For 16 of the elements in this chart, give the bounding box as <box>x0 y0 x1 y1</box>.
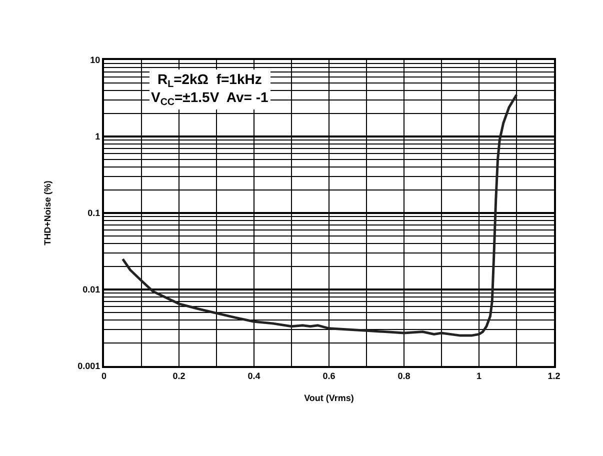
y-tick-label: 0.1 <box>88 208 100 218</box>
x-tick-label: 1.2 <box>548 370 560 381</box>
x-tick-label: 0 <box>101 370 107 381</box>
annotation: R$_{L}$=2kΩ f=1kHz V$_{CC}$=±1.5V Av= -1 <box>151 71 269 108</box>
line-series <box>122 94 518 337</box>
y-tick-label: 1 <box>95 132 100 142</box>
x-tick-label: 1 <box>476 370 482 381</box>
x-tick-label: 0.8 <box>398 370 410 381</box>
x-tick-label: 0.4 <box>248 370 260 381</box>
y-axis-title: THD+Noise (%) <box>42 180 53 246</box>
y-tick-label: 0.001 <box>78 361 100 372</box>
x-tick-label: 0.6 <box>322 370 336 381</box>
y-tick-label: 0.01 <box>82 284 100 295</box>
y-tick-label: 10 <box>90 55 100 66</box>
x-tick-label: 0.2 <box>172 370 186 381</box>
x-axis-title: Vout (Vrms) <box>304 393 354 404</box>
